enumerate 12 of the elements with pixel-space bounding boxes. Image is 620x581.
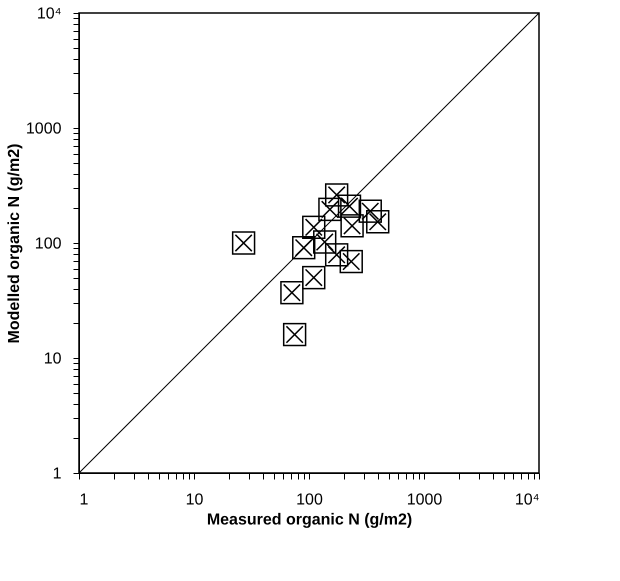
y-tick-label: 1000: [26, 120, 62, 138]
y-tick-label: 1: [52, 466, 62, 482]
x-tick-label: 10⁴: [514, 492, 540, 508]
y-axis-title: Modelled organic N (g/m2): [6, 143, 23, 344]
x-tick-label: 1: [80, 492, 88, 508]
x-axis-title: Measured organic N (g/m2): [206, 512, 412, 528]
x-tick-label: 10: [186, 492, 204, 508]
y-tick-label: 10⁴: [36, 6, 62, 22]
y-tick-label: 100: [34, 236, 62, 252]
x-tick-label: 1000: [406, 492, 442, 508]
y-tick-label: 10: [44, 350, 62, 368]
x-tick-label: 100: [296, 492, 323, 508]
